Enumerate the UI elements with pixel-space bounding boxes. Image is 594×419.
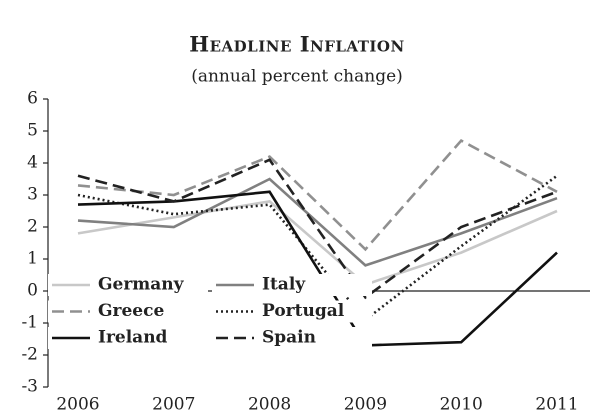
y-tick-label: 5	[27, 121, 38, 141]
y-tick-label: 1	[27, 249, 38, 269]
series-line	[77, 138, 558, 252]
series-line	[77, 177, 558, 267]
legend-label: Germany	[98, 275, 185, 295]
series-line	[77, 200, 558, 287]
legend-bg	[48, 327, 208, 349]
x-tick-label: 2008	[248, 395, 291, 415]
legend-label: Italy	[262, 275, 306, 295]
x-tick-label: 2011	[535, 395, 578, 415]
x-tick-label: 2009	[344, 395, 387, 415]
chart-title: Headline Inflation	[189, 32, 404, 57]
y-tick-label: -3	[21, 377, 38, 397]
series-line	[77, 190, 558, 347]
legend-label: Spain	[262, 328, 316, 348]
x-tick-label: 2007	[152, 395, 195, 415]
x-tick-label: 2010	[440, 395, 483, 415]
y-tick-label: 3	[27, 185, 38, 205]
y-tick-label: 0	[27, 281, 38, 301]
y-tick-label: 2	[27, 217, 38, 237]
y-tick-label: -2	[21, 345, 38, 365]
legend-bg	[48, 300, 208, 323]
legend-label: Greece	[98, 301, 164, 321]
chart-subtitle: (annual percent change)	[191, 67, 403, 87]
y-tick-label: -1	[21, 313, 38, 333]
series-line	[77, 174, 558, 322]
legend-label: Portugal	[262, 301, 345, 321]
legend-bg	[212, 274, 372, 296]
legend-bg	[212, 327, 372, 349]
legend-label: Ireland	[98, 328, 168, 348]
x-tick-label: 2006	[56, 395, 99, 415]
series-line	[77, 158, 558, 300]
y-tick-label: 6	[27, 89, 38, 109]
y-tick-label: 4	[27, 153, 38, 173]
legend-bg	[48, 274, 208, 296]
legend-bg	[212, 300, 372, 323]
